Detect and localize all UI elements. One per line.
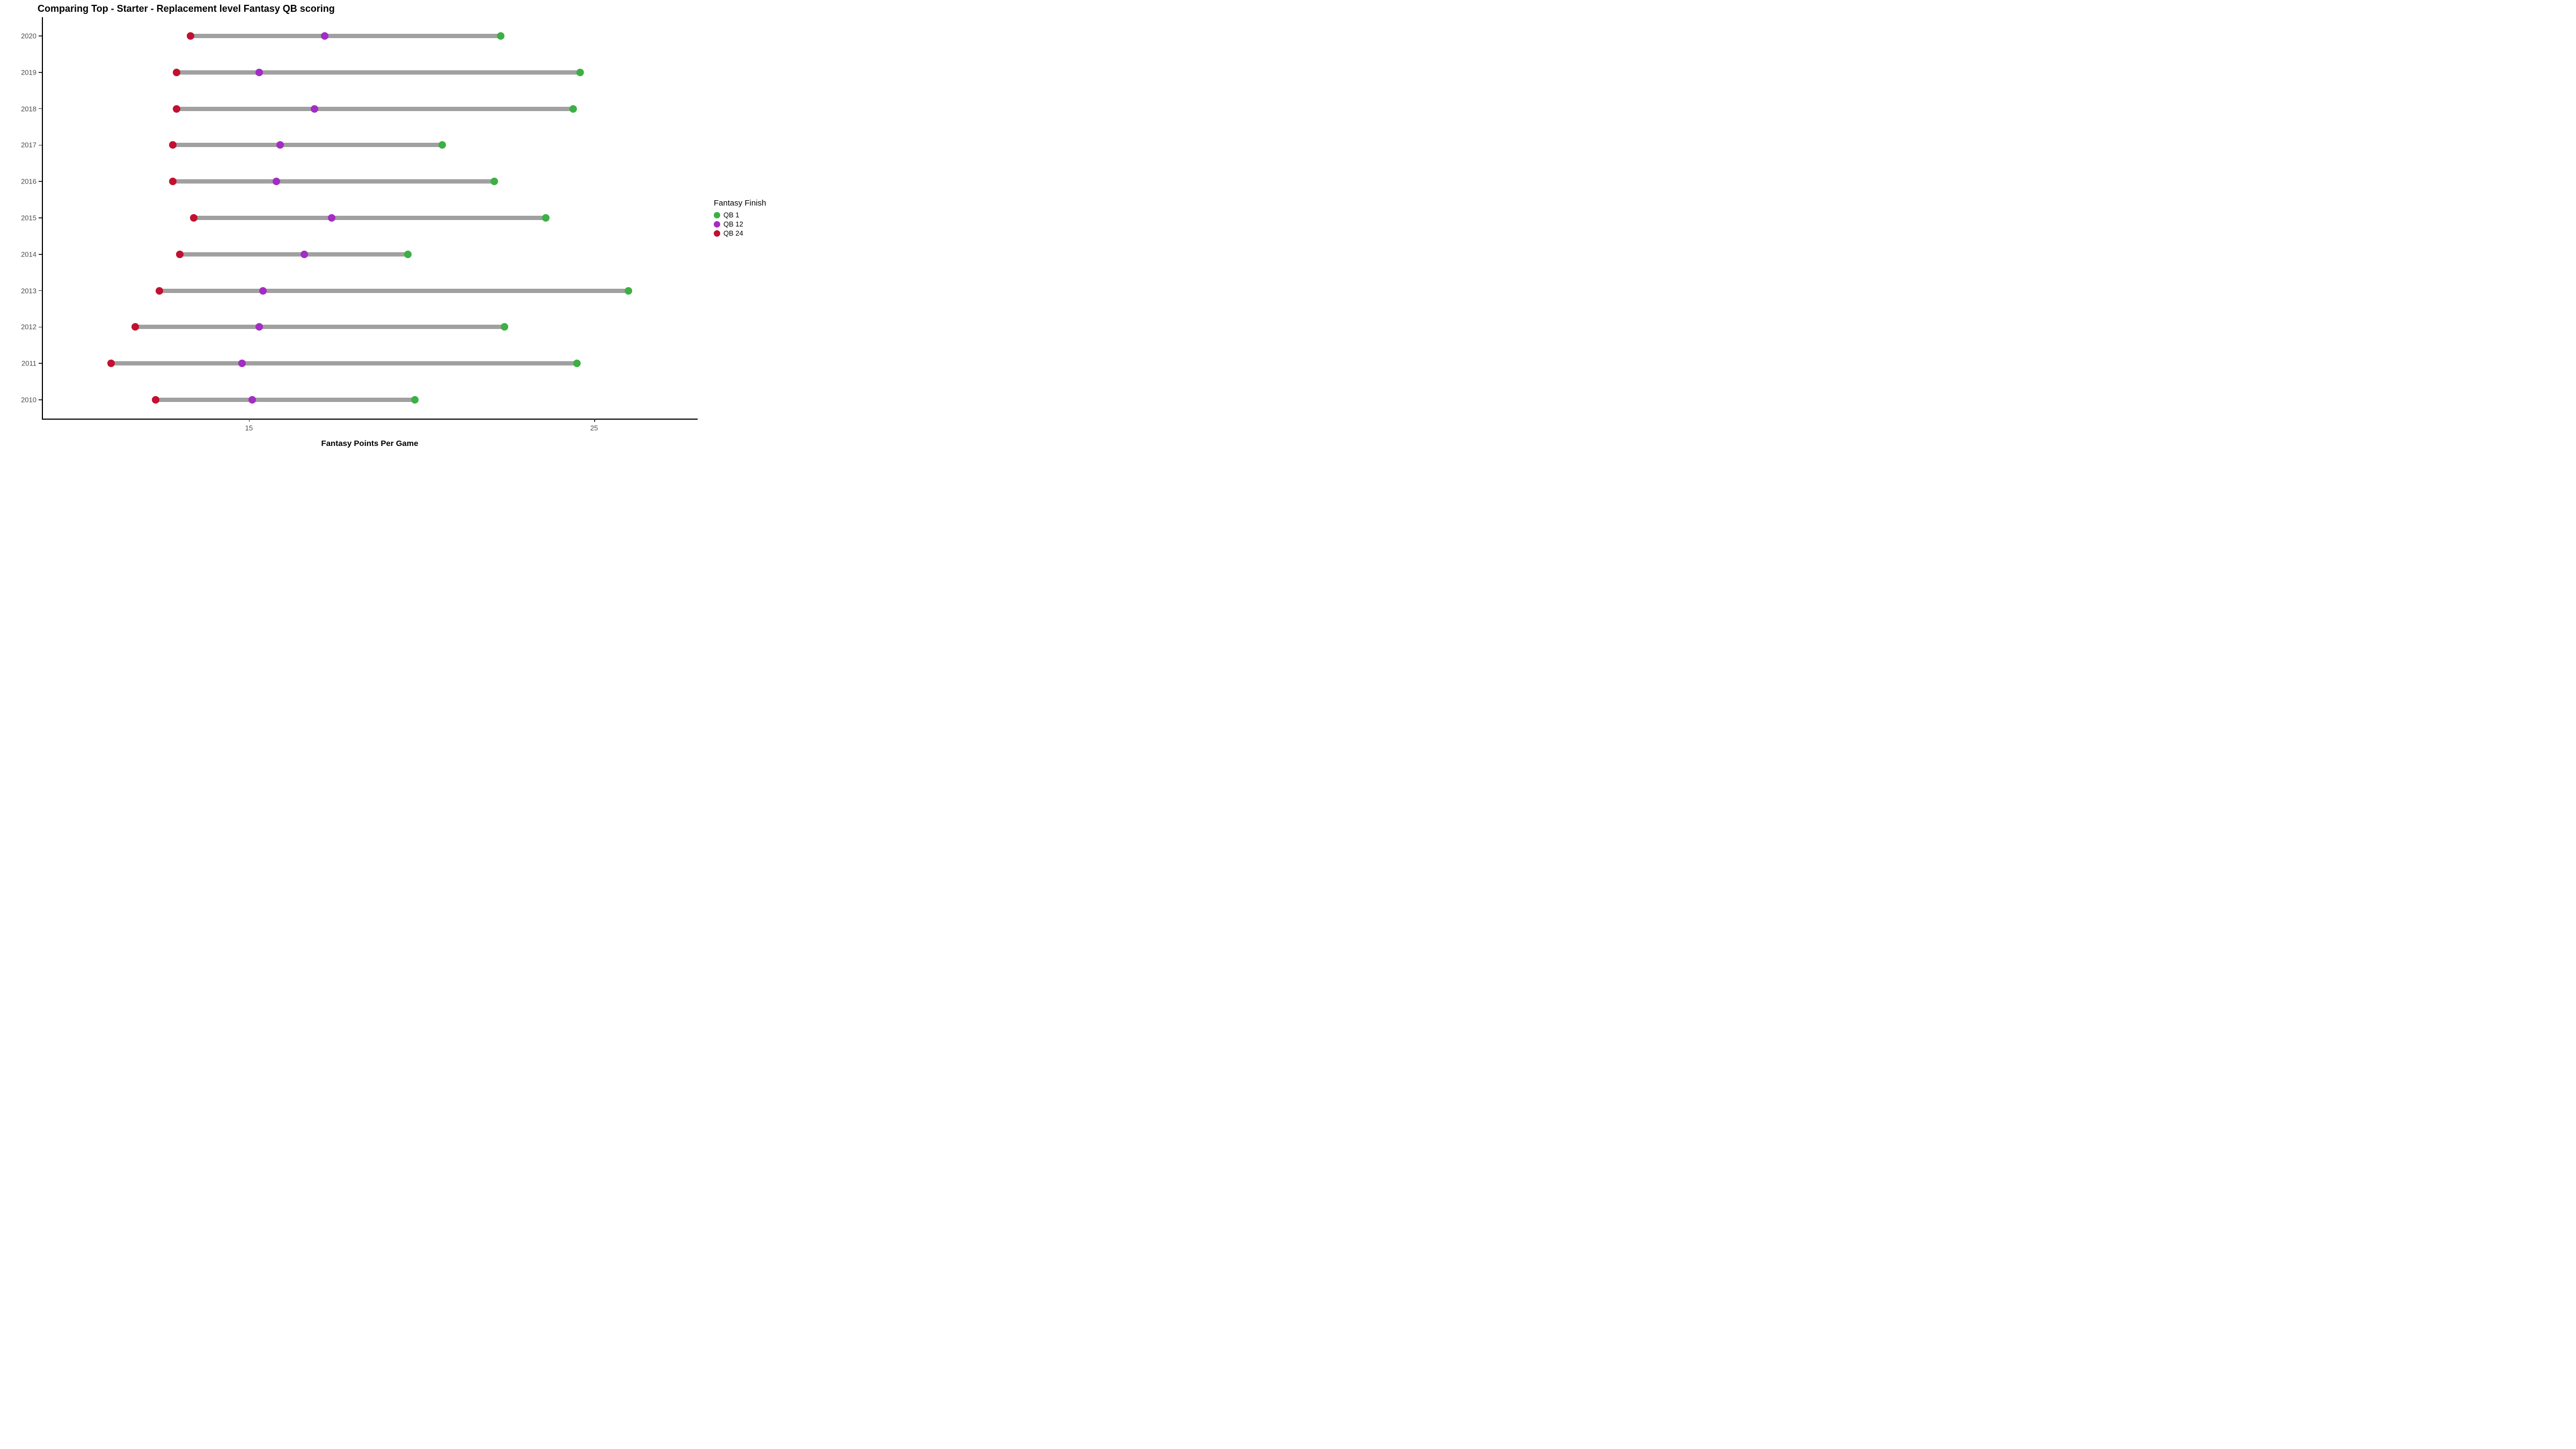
legend-label: QB 24 [723,229,743,237]
point-qb1 [501,323,508,331]
y-tick-mark [39,254,42,255]
range-bar [173,179,494,184]
point-qb24 [173,69,180,76]
x-axis-label: Fantasy Points Per Game [321,439,419,448]
legend-item: QB 1 [714,211,766,219]
y-tick-label: 2012 [21,323,36,331]
point-qb1 [542,214,550,222]
legend-item: QB 12 [714,220,766,228]
point-qb12 [255,69,263,76]
point-qb12 [273,178,280,185]
y-tick-mark [39,35,42,36]
point-qb1 [438,141,446,149]
x-tick-label: 15 [245,424,253,432]
point-qb24 [131,323,139,331]
y-tick-label: 2018 [21,105,36,113]
point-qb1 [404,251,412,258]
point-qb12 [321,32,328,40]
range-bar [177,70,580,75]
point-qb24 [176,251,184,258]
point-qb1 [411,396,419,404]
y-tick-label: 2014 [21,250,36,258]
x-tick-mark [249,419,250,422]
point-qb12 [311,105,318,113]
legend-dot-icon [714,212,720,218]
range-bar [191,34,501,38]
range-bar [159,289,629,293]
legend-item: QB 24 [714,229,766,237]
point-qb24 [190,214,197,222]
range-bar [180,252,407,257]
x-axis-line [42,419,698,420]
point-qb12 [328,214,335,222]
chart-title: Comparing Top - Starter - Replacement le… [38,3,335,14]
range-bar [135,325,504,329]
y-tick-mark [39,108,42,109]
y-tick-label: 2016 [21,178,36,186]
point-qb24 [187,32,194,40]
y-tick-label: 2013 [21,287,36,295]
y-tick-label: 2015 [21,214,36,222]
point-qb1 [576,69,584,76]
point-qb24 [107,360,115,367]
y-tick-label: 2017 [21,141,36,149]
y-tick-mark [39,363,42,364]
y-tick-label: 2020 [21,32,36,40]
y-tick-mark [39,145,42,146]
y-tick-label: 2010 [21,396,36,404]
y-tick-label: 2019 [21,68,36,76]
point-qb24 [169,141,177,149]
legend-title: Fantasy Finish [714,199,766,208]
y-tick-mark [39,327,42,328]
legend: Fantasy Finish QB 1QB 12QB 24 [714,199,766,238]
y-tick-label: 2011 [21,360,36,368]
chart-container: Comparing Top - Starter - Replacement le… [0,0,805,453]
y-tick-mark [39,72,42,73]
point-qb1 [625,287,632,295]
point-qb1 [569,105,577,113]
range-bar [156,398,414,402]
legend-label: QB 12 [723,220,743,228]
point-qb24 [173,105,180,113]
x-tick-mark [594,419,595,422]
legend-dot-icon [714,221,720,228]
point-qb24 [152,396,159,404]
point-qb1 [497,32,504,40]
range-bar [111,361,577,365]
point-qb12 [255,323,263,331]
y-tick-mark [39,290,42,291]
point-qb12 [301,251,308,258]
y-tick-mark [39,217,42,218]
legend-label: QB 1 [723,211,740,219]
point-qb1 [573,360,581,367]
x-tick-label: 25 [590,424,598,432]
range-bar [177,107,574,111]
point-qb12 [259,287,267,295]
y-tick-mark [39,181,42,182]
legend-dot-icon [714,230,720,237]
point-qb24 [169,178,177,185]
point-qb12 [276,141,284,149]
point-qb24 [156,287,163,295]
point-qb12 [248,396,256,404]
range-bar [194,216,546,220]
range-bar [173,143,442,147]
y-tick-mark [39,399,42,400]
y-axis-line [42,17,43,419]
point-qb12 [238,360,246,367]
point-qb1 [491,178,498,185]
